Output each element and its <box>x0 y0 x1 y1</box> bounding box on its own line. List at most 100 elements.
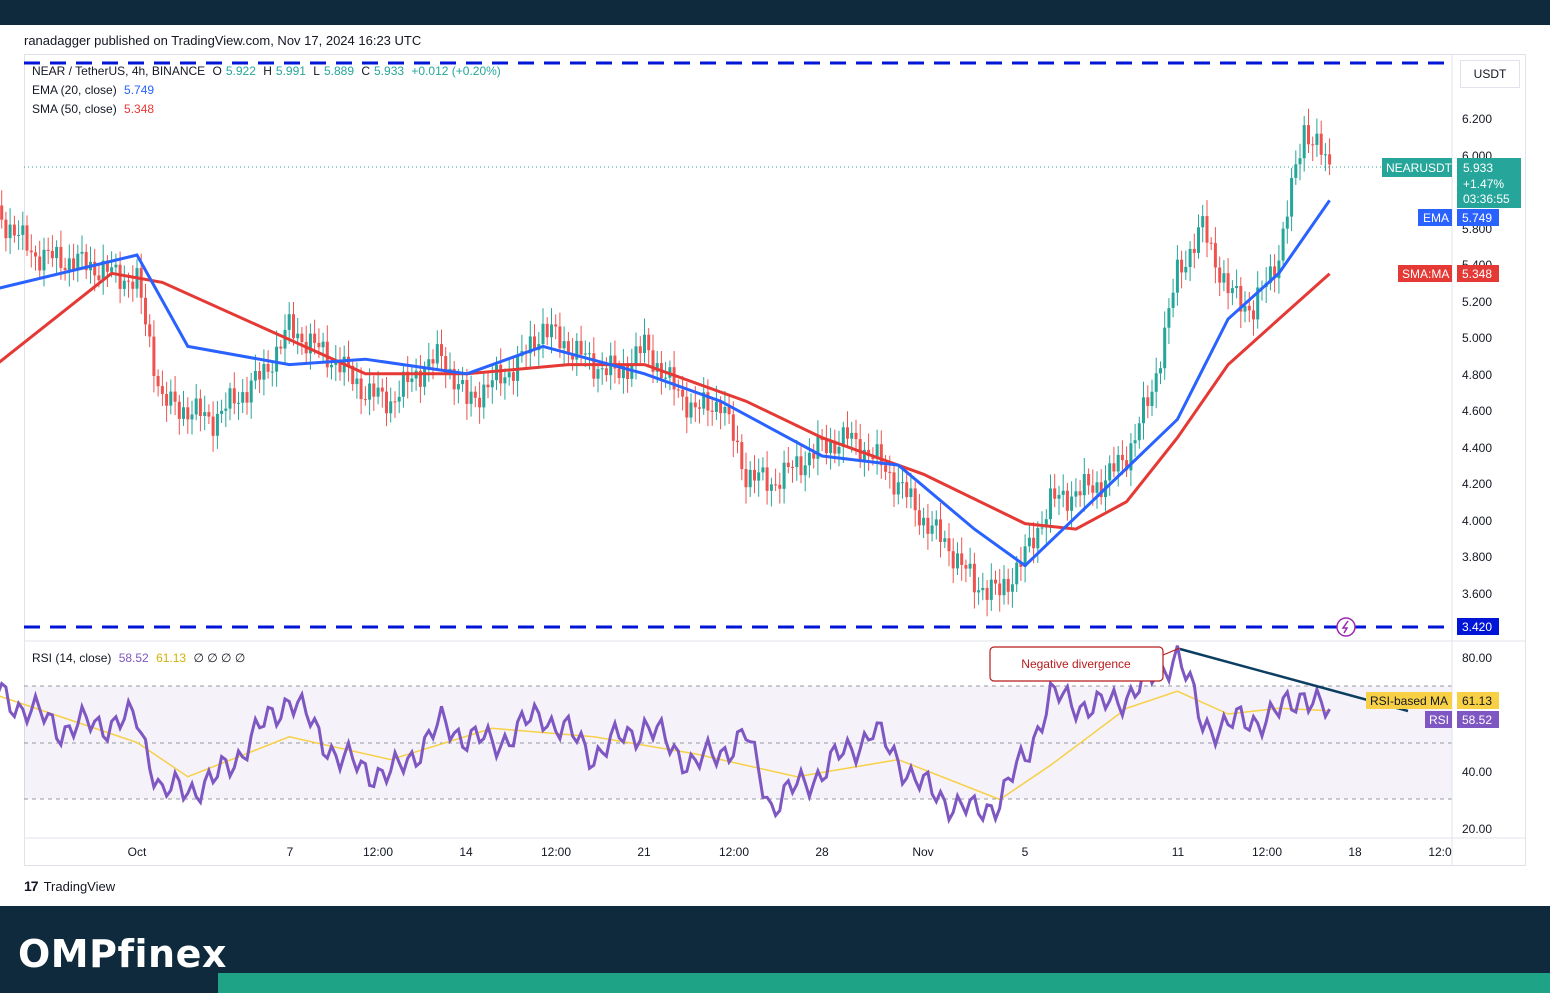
candle-body <box>1247 305 1251 311</box>
candle-body <box>401 371 405 397</box>
candle-body <box>418 370 422 387</box>
sma50-line <box>0 271 1331 531</box>
candle-body <box>795 456 799 468</box>
candle-body <box>1290 177 1294 217</box>
candle-body <box>220 410 224 414</box>
annotation-box <box>989 646 1164 682</box>
candle-body <box>1230 288 1234 294</box>
high-value: 5.991 <box>275 64 306 78</box>
rsi-tag-value: 58.52 <box>1462 713 1492 727</box>
candle-body <box>76 253 80 270</box>
candle-body <box>613 355 617 369</box>
candle-body <box>435 344 439 364</box>
footer-bar: OMPfinex <box>0 906 1550 993</box>
annotation-text: Negative divergence <box>1021 657 1131 671</box>
candle-body <box>355 378 359 385</box>
rsi-ma-legend-value: 61.13 <box>156 651 187 665</box>
candle-body <box>714 401 718 412</box>
candle-body <box>545 323 549 338</box>
candle-body <box>258 371 262 380</box>
currency-selector[interactable]: USDT <box>1460 60 1520 88</box>
candle-body <box>753 469 756 481</box>
ema-tag-label: EMA <box>1423 211 1449 225</box>
ema-legend-label: EMA (20, close) <box>32 83 117 97</box>
candle-body <box>490 380 494 388</box>
price-tick: 5.200 <box>1462 295 1492 309</box>
candle-body <box>1163 327 1167 369</box>
candle-body <box>727 407 731 415</box>
price-tick: 4.800 <box>1462 368 1492 382</box>
candle-body <box>960 553 964 565</box>
candle-body <box>693 402 697 408</box>
candle-body <box>1192 248 1196 253</box>
candle-body <box>643 334 646 353</box>
price-tick: 4.000 <box>1462 514 1492 528</box>
candle-body <box>1137 423 1141 441</box>
candle-body <box>1328 154 1332 165</box>
candle-body <box>478 397 482 408</box>
candle-body <box>1277 260 1281 279</box>
open-value: 5.922 <box>225 64 256 78</box>
tradingview-logo[interactable]: 17 TradingView <box>24 878 115 894</box>
candle-body <box>55 246 59 259</box>
candle-body <box>131 281 135 289</box>
candle-body <box>816 436 820 459</box>
candle-body <box>744 469 748 488</box>
candle-body <box>423 368 427 387</box>
candle-body <box>1184 266 1188 273</box>
candle-body <box>621 365 625 379</box>
candle-body <box>1285 216 1289 229</box>
annotation-pointer <box>1162 647 1181 656</box>
alert-icon[interactable] <box>1336 617 1356 637</box>
candle-body <box>1213 243 1217 268</box>
candle-body <box>266 364 270 372</box>
candle-body <box>575 340 579 360</box>
candle-body <box>1019 562 1023 567</box>
sma-tag: SMA:MA 5.348 <box>1398 265 1499 282</box>
price-tag-symbol: NEARUSDT <box>1386 161 1453 175</box>
price-tick: 6.200 <box>1462 112 1492 126</box>
time-tick: 12:00 <box>719 845 749 859</box>
ema20-line <box>0 199 1331 568</box>
candle-body <box>1197 227 1200 253</box>
candle-body <box>1268 266 1272 283</box>
candle-body <box>393 401 397 403</box>
candle-body <box>588 353 591 355</box>
candle-body <box>1235 286 1239 289</box>
candle-body <box>465 380 469 404</box>
candle-body <box>368 383 372 400</box>
candle-body <box>968 563 972 569</box>
candle-body <box>719 401 723 414</box>
candle-body <box>473 391 477 398</box>
rsi-ma-tag-label: RSI-based MA <box>1370 694 1448 708</box>
candle-body <box>1112 463 1116 472</box>
price-tick: 3.600 <box>1462 587 1492 601</box>
tradingview-brand: TradingView <box>43 878 116 894</box>
candle-body <box>1175 259 1179 293</box>
candle-body <box>376 387 380 397</box>
candle-body <box>1323 154 1327 156</box>
candle-body <box>875 444 879 459</box>
time-tick: 12:00 <box>541 845 571 859</box>
candle-body <box>1120 454 1124 461</box>
price-tick: 4.600 <box>1462 404 1492 418</box>
candle-body <box>308 333 312 354</box>
sma-legend-label: SMA (50, close) <box>32 102 117 116</box>
candle-body <box>325 341 329 368</box>
symbol-legend: NEAR / TetherUS, 4h, BINANCE O 5.922 H 5.9… <box>32 64 505 78</box>
rsi-tick: 80.00 <box>1462 651 1492 665</box>
candle-body <box>4 219 8 239</box>
time-tick: Oct <box>128 845 147 859</box>
candle-body <box>533 336 536 351</box>
rsi-legend-value: 58.52 <box>118 651 149 665</box>
candle-body <box>139 268 143 298</box>
candle-body <box>917 510 921 526</box>
candle-body <box>655 363 659 372</box>
symbol-name: NEAR / TetherUS, 4h, BINANCE <box>32 64 206 78</box>
candle-body <box>1226 273 1230 294</box>
candle-body <box>778 484 782 489</box>
candle-body <box>177 401 181 419</box>
price-tag-countdown: 03:36:55 <box>1463 192 1510 206</box>
time-tick: 21 <box>637 845 651 859</box>
